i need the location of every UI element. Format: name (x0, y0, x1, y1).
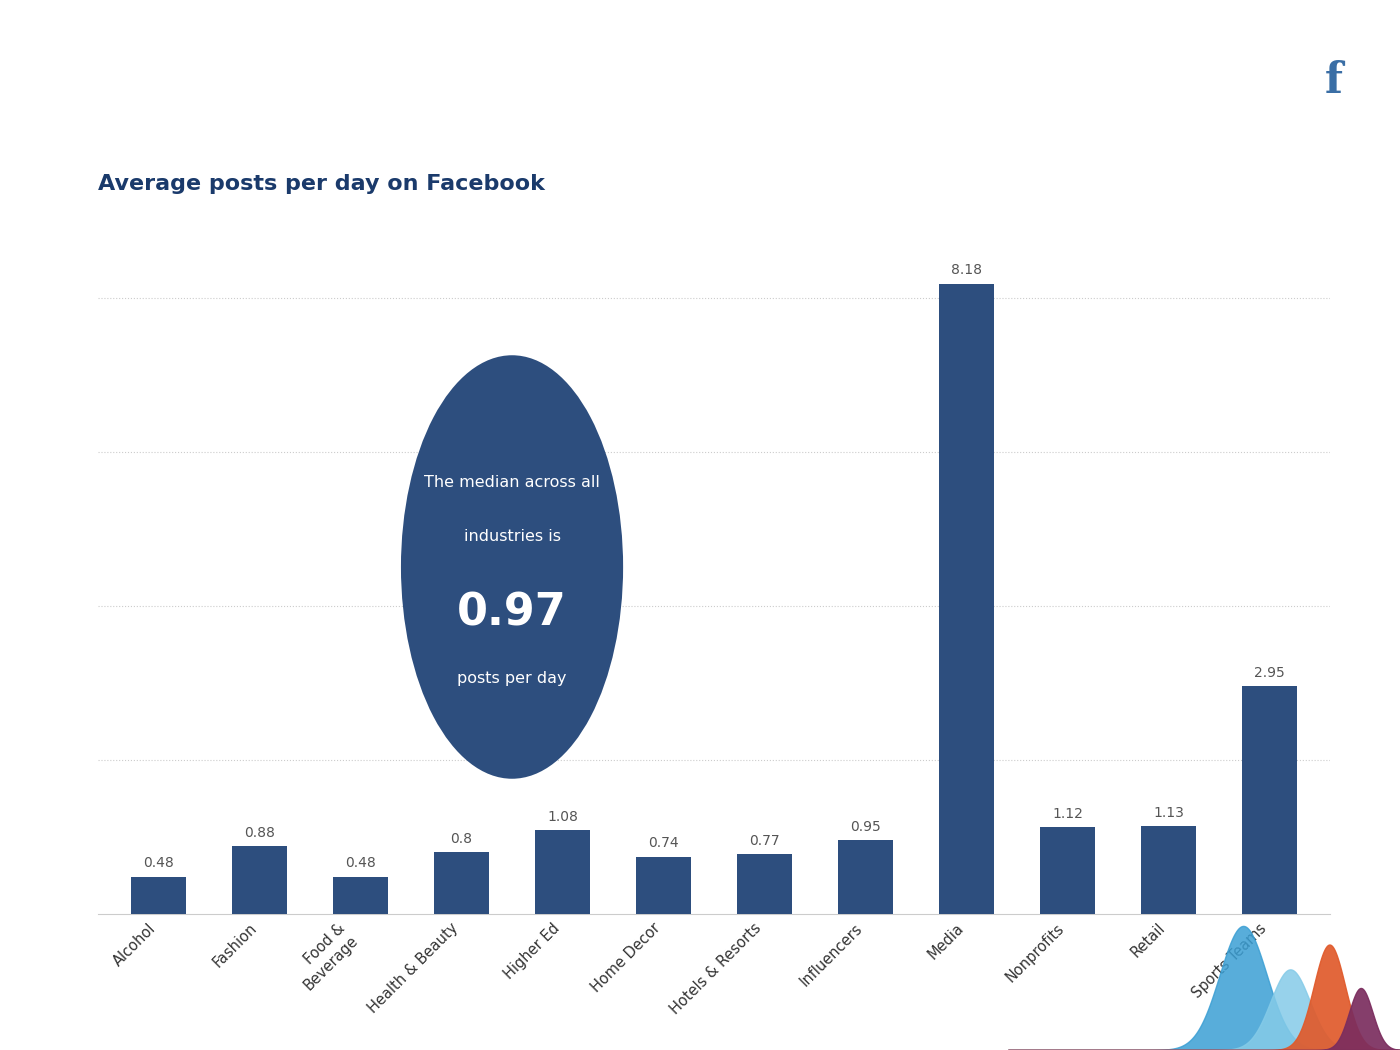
Text: Rival: Rival (36, 972, 90, 991)
Bar (636, 857, 692, 914)
Bar (1242, 687, 1298, 914)
FancyBboxPatch shape (1281, 23, 1386, 140)
Bar (535, 831, 591, 914)
Bar (837, 840, 893, 914)
Text: 0.97: 0.97 (458, 592, 567, 634)
Text: Average posts per day on Facebook: Average posts per day on Facebook (98, 173, 545, 194)
Text: 0.77: 0.77 (749, 834, 780, 848)
Text: 0.88: 0.88 (244, 825, 274, 840)
Bar (434, 852, 490, 914)
Text: 0.48: 0.48 (143, 857, 174, 870)
Text: 0.95: 0.95 (850, 820, 881, 834)
Bar (333, 877, 388, 914)
Text: FACEBOOK POSTS PER DAY: FACEBOOK POSTS PER DAY (70, 68, 671, 111)
Text: 1.12: 1.12 (1051, 807, 1082, 821)
Text: 0.48: 0.48 (346, 857, 377, 870)
Bar (938, 284, 994, 914)
Bar (130, 877, 186, 914)
Text: The median across all: The median across all (424, 475, 601, 489)
Bar (1040, 827, 1095, 914)
Text: f: f (1324, 60, 1343, 103)
Text: IQ: IQ (52, 1011, 74, 1030)
Bar (232, 845, 287, 914)
Text: 0.74: 0.74 (648, 837, 679, 850)
Text: 1.08: 1.08 (547, 811, 578, 824)
Ellipse shape (400, 355, 623, 779)
Text: posts per day: posts per day (458, 671, 567, 686)
Text: 2.95: 2.95 (1254, 666, 1285, 680)
Text: industries is: industries is (463, 529, 560, 544)
Bar (736, 855, 792, 914)
Text: 0.8: 0.8 (451, 832, 473, 845)
Text: 1.13: 1.13 (1154, 806, 1184, 820)
Bar (1141, 826, 1196, 914)
Text: 8.18: 8.18 (951, 264, 981, 277)
